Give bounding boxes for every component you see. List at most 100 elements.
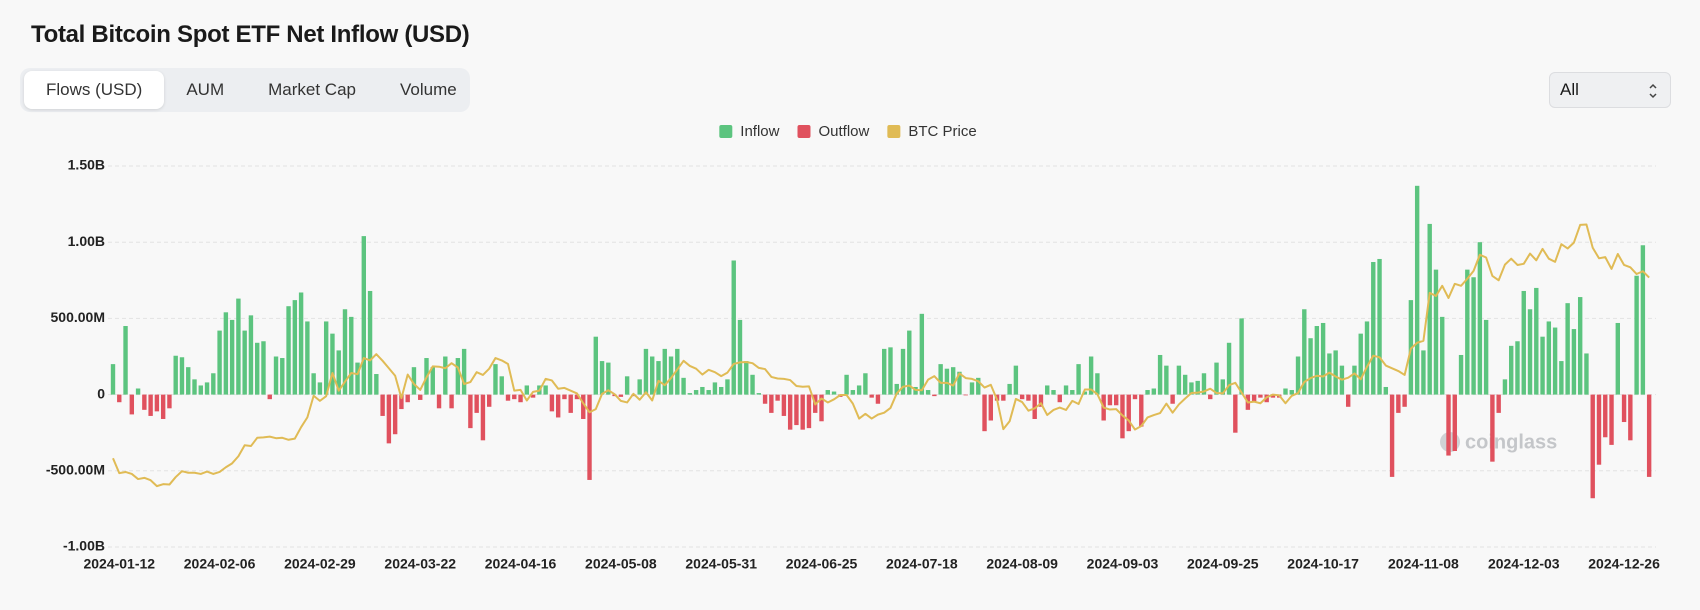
- bar: [1540, 336, 1545, 395]
- bar: [744, 361, 749, 395]
- range-select[interactable]: All: [1549, 72, 1671, 108]
- bar: [593, 336, 598, 395]
- bar: [606, 362, 611, 395]
- bar: [1421, 350, 1426, 395]
- bar: [568, 394, 573, 413]
- bar: [1201, 373, 1207, 395]
- bar: [1389, 394, 1395, 477]
- bar: [1502, 379, 1508, 395]
- bar: [443, 356, 448, 395]
- y-tick-label: -1.00B: [63, 538, 105, 554]
- bar: [1220, 379, 1225, 395]
- bar: [1452, 394, 1457, 451]
- bar: [186, 367, 191, 395]
- bar: [662, 348, 667, 395]
- bar: [1446, 394, 1451, 456]
- bar: [650, 356, 655, 395]
- bar: [1590, 394, 1595, 499]
- bar: [624, 376, 630, 395]
- bar: [1032, 394, 1037, 419]
- bar: [1333, 350, 1338, 395]
- x-tick-label: 2024-09-25: [1187, 556, 1259, 572]
- bar: [938, 364, 943, 395]
- bar: [1013, 365, 1019, 395]
- bar: [1001, 394, 1006, 401]
- bar: [706, 390, 711, 395]
- tab[interactable]: Volume: [400, 80, 457, 99]
- tab-bar: Flows (USD) AUM Market Cap Volume: [20, 68, 470, 112]
- bar: [1603, 394, 1608, 438]
- bar: [223, 312, 229, 395]
- bar: [355, 362, 360, 395]
- bar: [1534, 287, 1539, 395]
- bar: [1477, 242, 1483, 395]
- bar: [1107, 394, 1113, 406]
- bar: [687, 393, 693, 395]
- bar: [267, 394, 272, 400]
- bar: [1483, 319, 1489, 395]
- x-tick-label: 2024-06-25: [786, 556, 858, 572]
- bar: [775, 394, 780, 401]
- tab[interactable]: Flows (USD): [24, 71, 165, 109]
- bar: [1157, 354, 1163, 395]
- bar: [298, 292, 304, 395]
- bar: [1239, 318, 1244, 395]
- bar: [436, 394, 442, 409]
- bar: [1414, 185, 1420, 395]
- y-tick-label: 500.00M: [51, 309, 105, 325]
- bar: [957, 371, 962, 395]
- bar: [907, 330, 912, 395]
- bar: [1038, 394, 1044, 407]
- bar: [1070, 390, 1075, 395]
- y-tick-label: -500.00M: [46, 462, 105, 478]
- bar: [599, 361, 605, 395]
- bar: [825, 390, 830, 395]
- bar: [643, 348, 649, 395]
- bar: [1182, 374, 1188, 395]
- bar: [123, 326, 128, 395]
- bar: [1314, 326, 1320, 395]
- bar: [762, 394, 768, 404]
- bar: [1195, 380, 1200, 395]
- bar: [261, 341, 266, 395]
- bar: [543, 385, 548, 395]
- bar: [1233, 394, 1238, 433]
- bar: [455, 358, 461, 395]
- bar: [160, 394, 166, 419]
- bar: [919, 313, 925, 395]
- x-tick-label: 2024-05-08: [585, 556, 657, 572]
- x-tick-label: 2024-11-08: [1388, 556, 1459, 572]
- x-tick-label: 2024-07-18: [886, 556, 958, 572]
- bar: [1095, 373, 1100, 395]
- bar: [148, 394, 153, 416]
- x-tick-label: 2024-08-09: [986, 556, 1058, 572]
- bar: [1226, 342, 1232, 395]
- bar: [976, 377, 981, 395]
- bar: [555, 394, 561, 418]
- bar: [1402, 394, 1407, 407]
- tab[interactable]: AUM: [186, 80, 225, 99]
- tab[interactable]: Market Cap: [268, 80, 356, 99]
- bar: [167, 394, 172, 409]
- bar: [1371, 262, 1376, 395]
- bar: [117, 394, 122, 403]
- bar: [480, 394, 486, 441]
- bar: [349, 316, 354, 395]
- bar: [217, 330, 222, 395]
- x-tick-label: 2024-09-03: [1087, 556, 1159, 572]
- bar: [110, 364, 116, 395]
- bar: [1571, 329, 1577, 395]
- bar: [280, 358, 285, 395]
- bar: [581, 394, 586, 419]
- bar: [882, 348, 887, 395]
- bar: [587, 394, 592, 480]
- bar: [756, 393, 762, 395]
- bar: [787, 394, 793, 430]
- bar: [1646, 394, 1652, 477]
- bar: [524, 385, 530, 395]
- bar: [637, 379, 642, 395]
- bar: [963, 394, 968, 396]
- bar: [361, 236, 366, 395]
